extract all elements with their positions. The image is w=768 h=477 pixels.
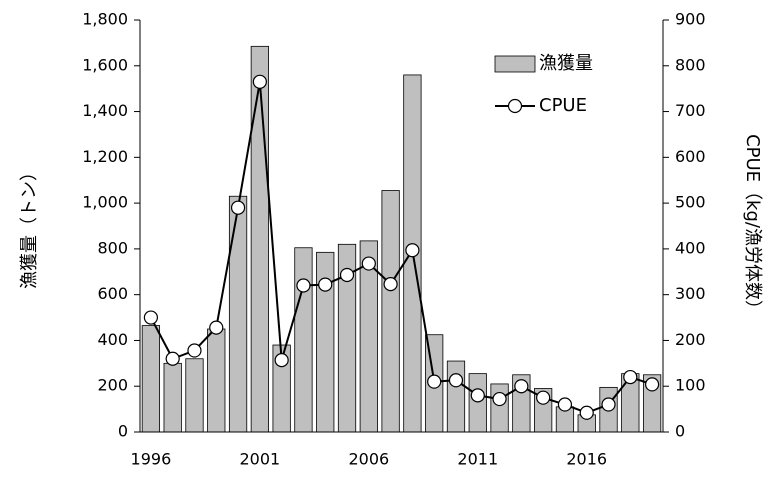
x-tick-label: 1996 <box>131 450 172 469</box>
marker <box>296 278 311 293</box>
legend-marker <box>507 98 523 114</box>
marker <box>252 74 267 89</box>
marker <box>405 243 420 258</box>
bar <box>228 195 248 433</box>
y2-tick-label: 700 <box>675 101 706 120</box>
bar <box>163 362 182 433</box>
y2-axis-label: CPUE（kg/漁労体数） <box>742 134 763 318</box>
x-tick-label: 2011 <box>457 450 498 469</box>
marker <box>623 369 638 385</box>
bar <box>446 360 466 433</box>
bar <box>294 247 313 433</box>
marker <box>274 353 289 368</box>
marker <box>318 277 333 292</box>
marker <box>470 388 485 403</box>
y-tick-label: 1,600 <box>82 55 128 74</box>
marker <box>427 374 442 389</box>
marker <box>383 277 398 292</box>
legend-label: CPUE <box>539 95 587 116</box>
marker <box>230 200 246 215</box>
marker <box>209 320 224 335</box>
legend-label: 漁獲量 <box>539 53 593 74</box>
marker <box>601 397 616 412</box>
y-tick-label: 0 <box>118 422 128 441</box>
y2-tick-label: 800 <box>675 55 706 74</box>
y2-tick-label: 900 <box>675 10 706 29</box>
marker <box>339 267 355 283</box>
y2-tick-label: 500 <box>675 193 706 212</box>
x-tick-label: 2006 <box>348 450 389 469</box>
marker <box>143 310 158 325</box>
y2-tick-label: 300 <box>675 284 706 303</box>
line <box>150 81 653 414</box>
bar <box>141 325 161 433</box>
legend-swatch <box>494 55 536 73</box>
bar <box>185 358 204 433</box>
y-tick-label: 200 <box>97 376 128 395</box>
marker <box>645 377 660 392</box>
y2-tick-label: 0 <box>675 422 685 441</box>
y-tick-label: 1,000 <box>82 193 128 212</box>
marker <box>361 256 376 271</box>
marker <box>514 379 529 394</box>
marker <box>448 373 464 388</box>
bar <box>250 45 269 433</box>
marker <box>557 397 573 412</box>
bar <box>468 373 487 433</box>
marker <box>579 405 594 420</box>
y-tick-label: 1,400 <box>82 101 128 120</box>
bar <box>381 190 400 433</box>
marker <box>165 351 180 366</box>
bar <box>207 328 226 433</box>
x-tick-label: 2001 <box>239 450 280 469</box>
marker <box>187 343 202 358</box>
y2-tick-label: 600 <box>675 147 706 166</box>
x-tick-label: 2016 <box>566 450 607 469</box>
y2-tick-label: 100 <box>675 376 706 395</box>
marker <box>536 390 551 405</box>
bar <box>490 383 509 433</box>
y-axis-label: 漁獲量（トン） <box>19 163 40 289</box>
y-tick-label: 400 <box>97 330 128 349</box>
y-tick-label: 1,200 <box>82 147 128 166</box>
y-tick-label: 800 <box>97 238 128 257</box>
y2-tick-label: 400 <box>675 238 706 257</box>
marker <box>492 391 507 407</box>
y-tick-label: 1,800 <box>82 10 128 29</box>
y2-tick-label: 200 <box>675 330 706 349</box>
y-tick-label: 600 <box>97 284 128 303</box>
